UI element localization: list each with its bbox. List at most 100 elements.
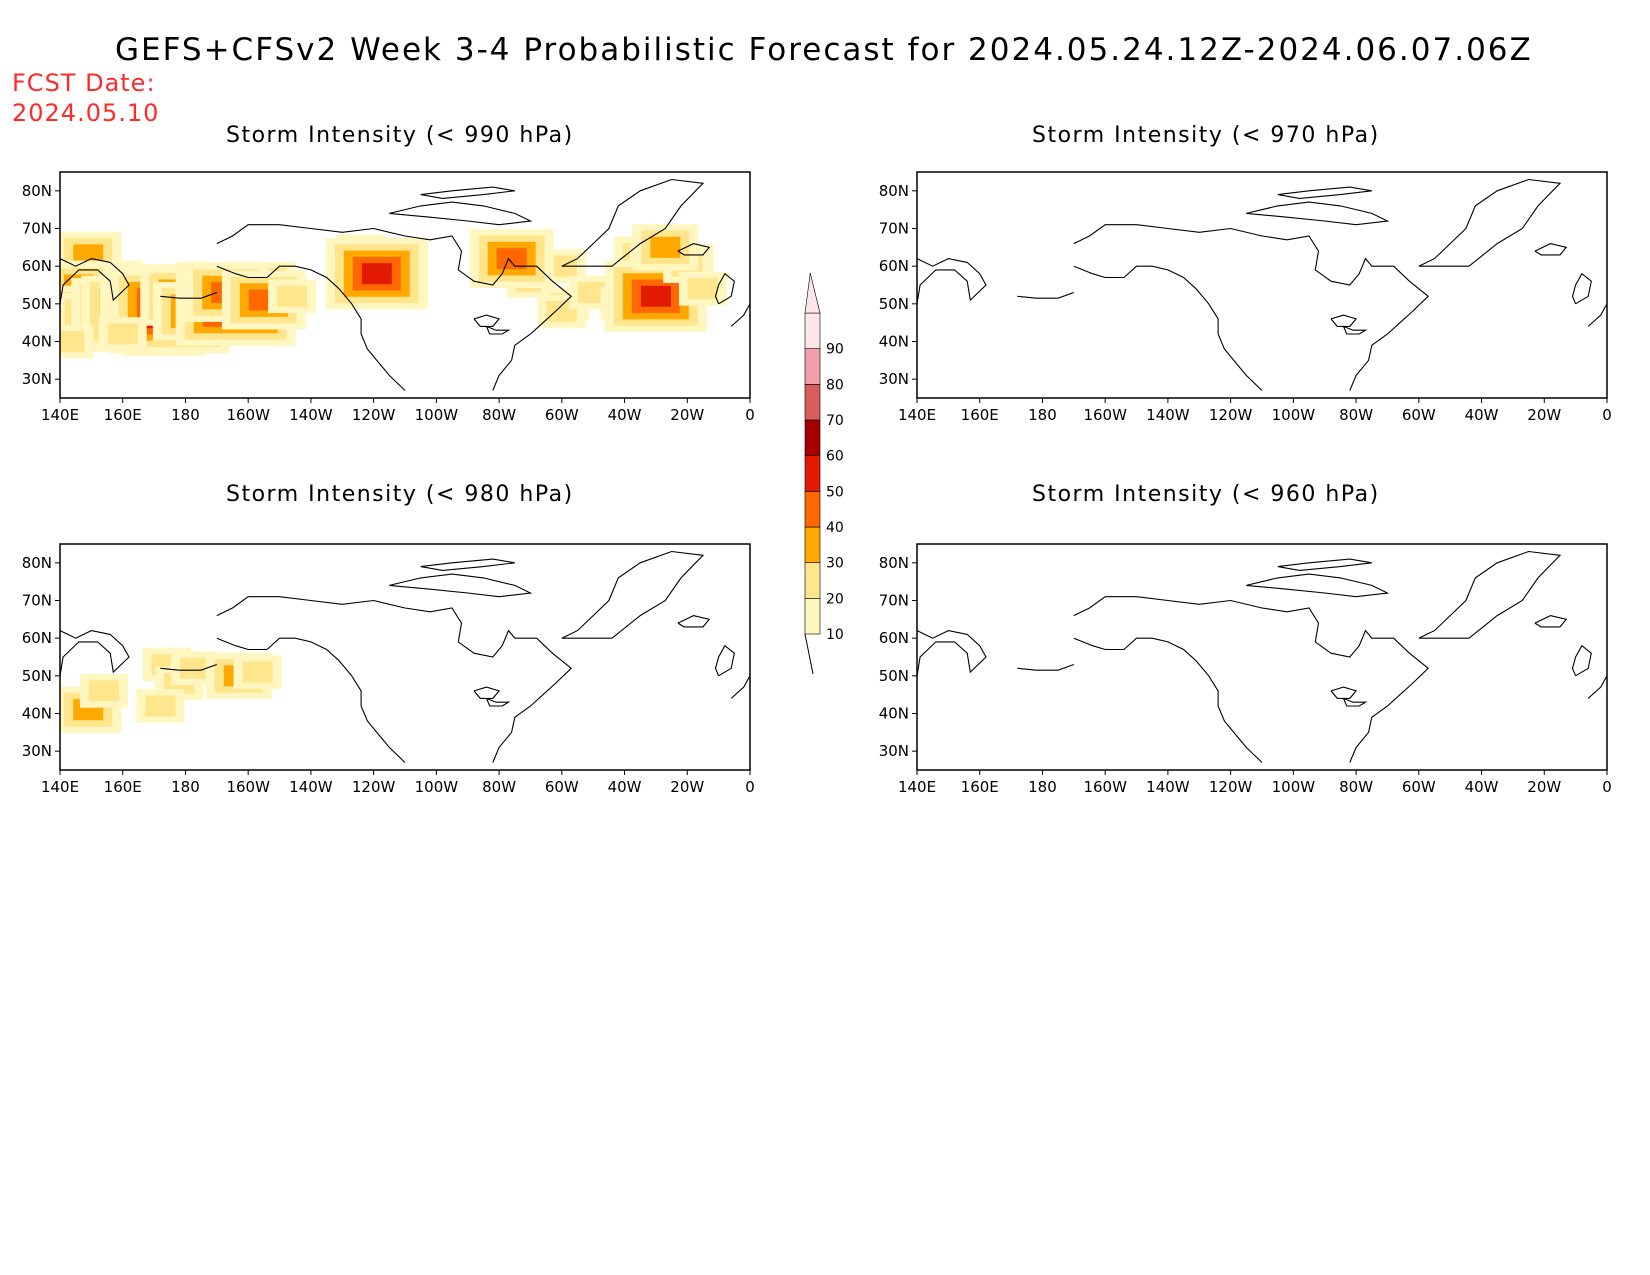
lon-tick-label: 100W — [415, 406, 459, 424]
coastline — [1073, 637, 1263, 763]
coastline — [1534, 615, 1568, 628]
lon-tick-label: 140W — [1146, 778, 1190, 796]
colorbar-segment — [804, 455, 821, 492]
coastline — [389, 201, 533, 226]
coastline — [1342, 325, 1368, 335]
lon-tick-label: 20W — [670, 778, 704, 796]
coastline — [160, 663, 217, 671]
lon-tick-label: 160E — [104, 778, 142, 796]
coastline — [1073, 265, 1263, 391]
prob-cell — [107, 323, 138, 345]
prob-cell — [88, 680, 119, 702]
lon-tick-label: 60W — [1402, 778, 1436, 796]
lon-tick-label: 40W — [608, 406, 642, 424]
prob-cell — [687, 278, 718, 300]
panel-title-990: Storm Intensity (< 990 hPa) — [226, 123, 574, 148]
lon-tick-label: 80W — [1339, 406, 1373, 424]
colorbar-label: 10 — [826, 627, 844, 643]
coastline — [160, 291, 217, 299]
lon-tick-label: 140W — [289, 778, 333, 796]
coastline — [714, 644, 735, 677]
lat-tick-label: 60N — [22, 629, 52, 647]
prob-cell — [73, 244, 104, 266]
map-contents — [917, 178, 1607, 391]
lon-tick-label: 160E — [961, 778, 999, 796]
colorbar-bottom-arrow — [804, 633, 814, 675]
colorbar-segment — [804, 419, 821, 456]
coastline — [1571, 272, 1592, 305]
lat-tick-label: 40N — [879, 705, 909, 723]
colorbar-segment — [804, 491, 821, 528]
lat-tick-label: 50N — [22, 667, 52, 685]
colorbar-label: 30 — [826, 556, 844, 572]
lon-tick-label: 160E — [104, 406, 142, 424]
coastline — [389, 573, 533, 598]
lat-tick-label: 70N — [879, 592, 909, 610]
lon-tick-label: 60W — [545, 406, 579, 424]
lon-tick-label: 60W — [545, 778, 579, 796]
lat-tick-label: 80N — [22, 182, 52, 200]
coastline — [1017, 291, 1074, 299]
lon-tick-label: 180 — [171, 778, 200, 796]
coastline — [1073, 224, 1430, 391]
coastline — [1330, 314, 1358, 327]
coastline — [60, 258, 130, 304]
coastline — [216, 637, 406, 763]
lon-tick-label: 120W — [1209, 778, 1253, 796]
lat-tick-label: 50N — [22, 295, 52, 313]
lat-tick-label: 60N — [22, 257, 52, 275]
coastline — [1277, 186, 1372, 199]
colorbar-segment — [804, 598, 821, 635]
fcst-date-value: 2024.05.10 — [12, 99, 160, 127]
lon-tick-label: 40W — [1465, 406, 1499, 424]
lat-tick-label: 60N — [879, 629, 909, 647]
colorbar-label: 80 — [826, 377, 844, 393]
lat-tick-label: 80N — [22, 554, 52, 572]
lat-tick-label: 40N — [879, 333, 909, 351]
colorbar-label: 50 — [826, 484, 844, 500]
prob-cell — [277, 285, 308, 307]
lon-tick-label: 180 — [171, 406, 200, 424]
lon-tick-label: 180 — [1028, 778, 1057, 796]
lon-tick-label: 0 — [745, 778, 755, 796]
coastline — [1073, 596, 1430, 763]
lon-tick-label: 160W — [226, 778, 270, 796]
lon-tick-label: 100W — [1272, 406, 1316, 424]
lat-tick-label: 80N — [879, 182, 909, 200]
coastline — [1534, 243, 1568, 256]
map-panel-p990: 140E 160E 180 160W 140W 120W 100W 80W 60W 40W 20W 0… — [22, 171, 755, 424]
lat-tick-label: 30N — [22, 742, 52, 760]
lon-tick-label: 140W — [1146, 406, 1190, 424]
lat-tick-label: 80N — [879, 554, 909, 572]
map-contents — [60, 178, 750, 391]
prob-cell — [242, 661, 273, 683]
lon-tick-label: 20W — [670, 406, 704, 424]
lon-tick-label: 160W — [226, 406, 270, 424]
colorbar-segment — [804, 312, 821, 349]
forecast-date: FCST Date: 2024.05.10 — [12, 68, 159, 128]
lon-tick-label: 120W — [352, 406, 396, 424]
map-frame — [916, 543, 1608, 771]
coastline — [677, 243, 711, 256]
coastline — [730, 303, 750, 327]
coastline — [917, 258, 987, 304]
lon-tick-label: 140E — [41, 406, 79, 424]
colorbar: 10 20 30 40 50 60 70 80 90 — [804, 272, 844, 675]
lat-tick-label: 40N — [22, 333, 52, 351]
map-frame — [59, 171, 751, 399]
lat-tick-label: 70N — [879, 220, 909, 238]
coastline — [1246, 201, 1390, 226]
coastline — [1587, 303, 1607, 327]
prob-cell — [179, 657, 210, 679]
lat-tick-label: 30N — [879, 742, 909, 760]
lat-tick-label: 30N — [22, 370, 52, 388]
lat-tick-label: 30N — [879, 370, 909, 388]
colorbar-segment — [804, 348, 821, 385]
colorbar-label: 90 — [826, 342, 844, 358]
prob-cell — [496, 248, 527, 270]
coastline — [473, 686, 501, 699]
fcst-label: FCST Date: — [12, 69, 156, 97]
coastline — [1277, 558, 1372, 571]
panel-title-980: Storm Intensity (< 980 hPa) — [226, 482, 574, 507]
colorbar-label: 20 — [826, 591, 844, 607]
